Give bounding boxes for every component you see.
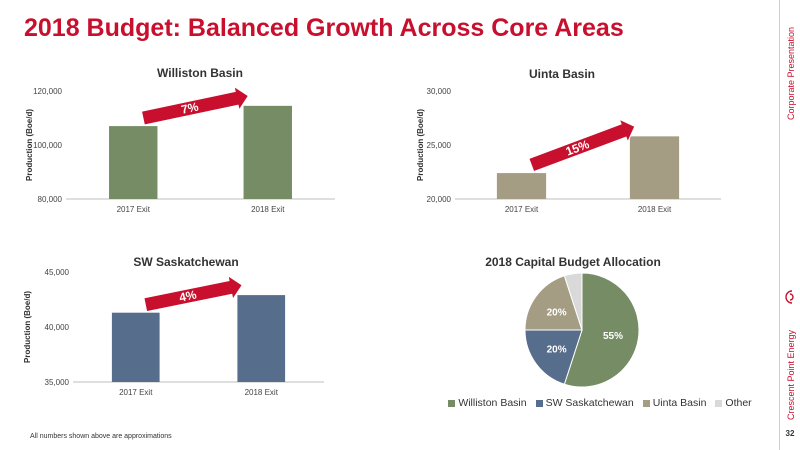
x-tick-label: 2018 Exit <box>251 205 285 214</box>
company-logo-icon <box>785 290 794 304</box>
y-tick-label: 80,000 <box>38 195 63 204</box>
pie-data-label: 20% <box>547 308 567 319</box>
pie-slice <box>563 272 583 331</box>
pie-slice <box>563 272 640 388</box>
chart-williston-basin: Williston Basin Production (Boe/d) 80,000 1… <box>25 66 335 214</box>
growth-arrow-shape <box>140 85 250 126</box>
chart-title: 2018 Capital Budget Allocation <box>485 255 661 269</box>
sidebar-bottom-text: Crescent Point Energy <box>786 329 796 420</box>
bar <box>111 312 160 382</box>
pie-slice <box>524 275 583 331</box>
chart-title: Uinta Basin <box>529 67 595 81</box>
bar <box>237 295 286 382</box>
x-tick-label: 2017 Exit <box>119 388 153 397</box>
y-tick-label: 45,000 <box>45 268 70 277</box>
chart-capital-allocation: 2018 Capital Budget Allocation 55% 20% 20% <box>485 255 661 388</box>
bar <box>109 126 158 199</box>
legend-swatch <box>448 399 456 407</box>
bar <box>629 136 680 199</box>
pie-legend: Williston Basin SW Saskatchewan Uinta Basi… <box>440 397 760 409</box>
y-tick-label: 35,000 <box>45 378 70 387</box>
y-tick-label: 30,000 <box>427 87 452 96</box>
growth-label: 4% <box>178 287 198 304</box>
y-tick-label: 40,000 <box>45 323 70 332</box>
growth-arrow: 15% <box>528 118 636 173</box>
y-axis-label: Production (Boe/d) <box>23 291 32 363</box>
x-tick-label: 2017 Exit <box>117 205 151 214</box>
x-tick-label: 2017 Exit <box>505 205 539 214</box>
x-tick-label: 2018 Exit <box>638 205 672 214</box>
page-title: 2018 Budget: Balanced Growth Across Core… <box>24 14 624 42</box>
chart-sw-saskatchewan: SW Saskatchewan Production (Boe/d) 35,000 4… <box>23 255 324 397</box>
y-axis-label: Production (Boe/d) <box>416 109 425 181</box>
sidebar <box>779 0 800 450</box>
legend-label: Uinta Basin <box>652 397 707 409</box>
footnote: All numbers shown above are approximatio… <box>30 433 172 440</box>
page-number: 32 <box>785 429 795 438</box>
pie-data-label: 20% <box>547 344 567 355</box>
y-tick-label: 25,000 <box>427 141 452 150</box>
bar <box>243 105 292 199</box>
legend-swatch <box>642 399 650 407</box>
chart-uinta-basin: Uinta Basin Production (Boe/d) 20,000 25,00… <box>416 67 721 214</box>
y-tick-label: 120,000 <box>33 87 62 96</box>
legend-label: Other <box>725 397 752 409</box>
growth-arrow-shape <box>143 274 243 313</box>
chart-title: Williston Basin <box>157 66 243 80</box>
sidebar-top-text: Corporate Presentation <box>786 26 796 120</box>
x-tick-label: 2018 Exit <box>245 388 279 397</box>
legend-item: Uinta Basin <box>642 397 707 409</box>
legend-item: Other <box>715 397 752 409</box>
growth-arrow: 7% <box>140 85 250 126</box>
growth-label: 7% <box>180 100 200 117</box>
pie-slice <box>524 329 583 385</box>
legend-label: SW Saskatchewan <box>545 397 634 409</box>
pie-data-label: 55% <box>603 331 623 342</box>
legend-item: SW Saskatchewan <box>535 397 634 409</box>
growth-arrow: 4% <box>143 274 243 313</box>
growth-arrow-shape <box>528 118 636 173</box>
legend-swatch <box>715 399 723 407</box>
bar <box>496 173 547 199</box>
chart-title: SW Saskatchewan <box>133 255 238 269</box>
legend-item: Williston Basin <box>448 397 527 409</box>
legend-swatch <box>535 399 543 407</box>
y-tick-label: 100,000 <box>33 141 62 150</box>
legend-label: Williston Basin <box>458 397 527 409</box>
y-tick-label: 20,000 <box>427 195 452 204</box>
y-axis-label: Production (Boe/d) <box>25 109 34 181</box>
